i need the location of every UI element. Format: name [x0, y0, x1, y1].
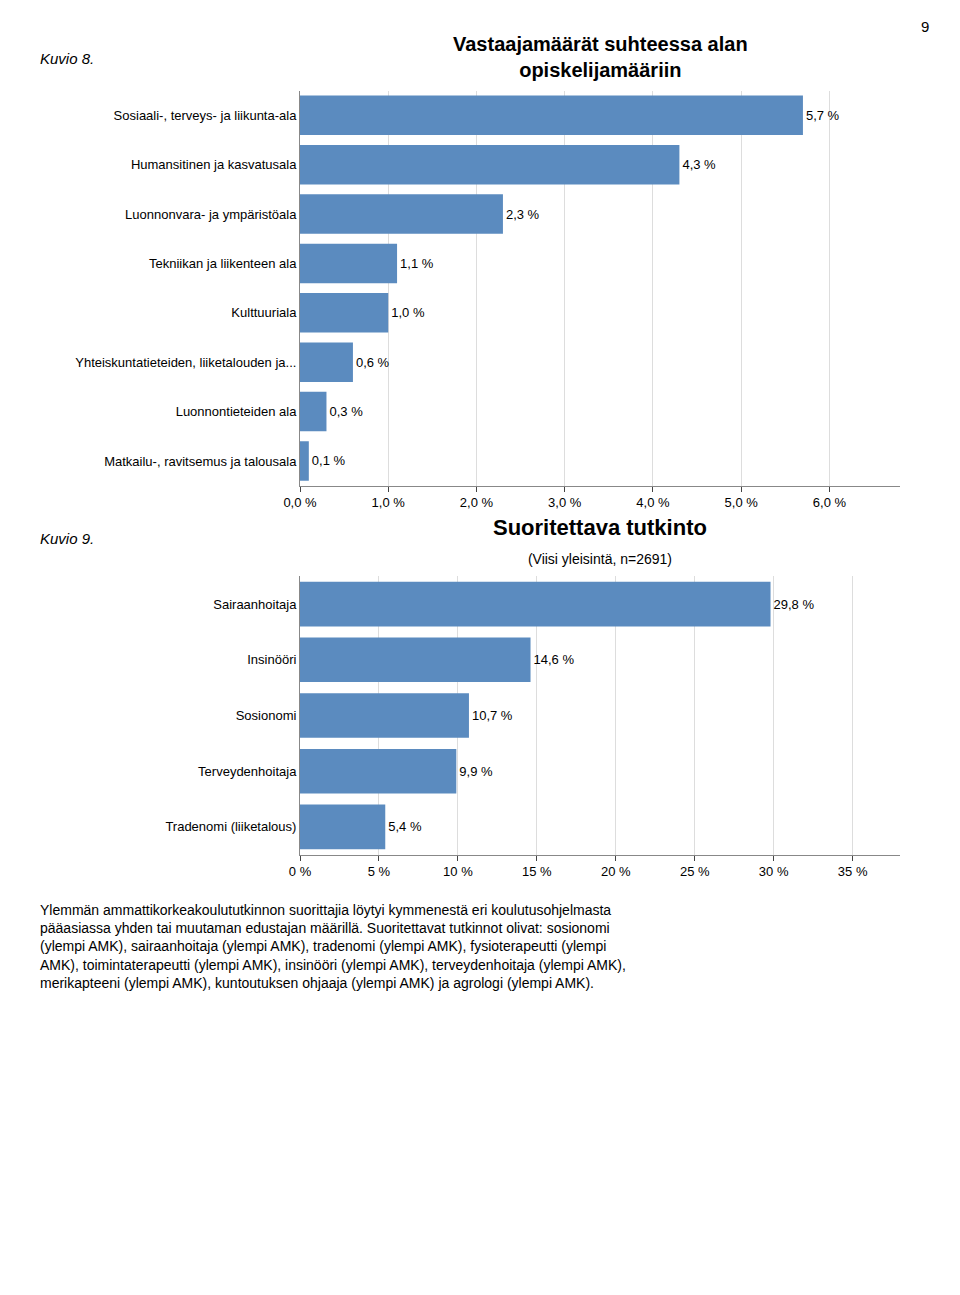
svg-text:30 %: 30 % — [759, 864, 789, 879]
svg-text:10 %: 10 % — [443, 864, 473, 879]
svg-text:1,0 %: 1,0 % — [372, 495, 406, 510]
svg-text:Matkailu-, ravitsemus ja talou: Matkailu-, ravitsemus ja talousala — [104, 453, 297, 468]
svg-text:Sosionomi: Sosionomi — [236, 708, 297, 723]
svg-text:5,7 %: 5,7 % — [806, 108, 840, 123]
svg-text:Luonnontieteiden ala: Luonnontieteiden ala — [176, 404, 297, 419]
svg-text:0,1 %: 0,1 % — [312, 453, 346, 468]
svg-text:6,0 %: 6,0 % — [813, 495, 847, 510]
svg-text:0,0 %: 0,0 % — [283, 495, 317, 510]
svg-text:Tekniikan ja liikenteen ala: Tekniikan ja liikenteen ala — [149, 256, 297, 271]
svg-text:1,1 %: 1,1 % — [400, 256, 434, 271]
svg-text:Sosiaali-, terveys- ja liikunt: Sosiaali-, terveys- ja liikunta-ala — [114, 108, 298, 123]
svg-text:14,6 %: 14,6 % — [534, 652, 575, 667]
svg-text:Luonnonvara- ja ympäristöala: Luonnonvara- ja ympäristöala — [125, 207, 297, 222]
svg-text:Insinööri: Insinööri — [247, 652, 296, 667]
svg-text:25 %: 25 % — [680, 864, 710, 879]
svg-text:Suoritettava tutkinto(Viisi yl: Suoritettava tutkinto(Viisi yleisintä, n… — [493, 515, 707, 567]
svg-text:4,3 %: 4,3 % — [682, 157, 716, 172]
svg-text:Kulttuuriala: Kulttuuriala — [231, 305, 297, 320]
svg-text:5,4 %: 5,4 % — [388, 819, 422, 834]
svg-text:35 %: 35 % — [838, 864, 868, 879]
svg-text:Yhteiskuntatieteiden, liiketal: Yhteiskuntatieteiden, liiketalouden ja..… — [75, 355, 296, 370]
svg-text:5,0 %: 5,0 % — [725, 495, 759, 510]
svg-text:Vastaajamäärät suhteessa alano: Vastaajamäärät suhteessa alanopiskelijam… — [453, 33, 748, 81]
svg-text:0 %: 0 % — [289, 864, 312, 879]
svg-text:0,6 %: 0,6 % — [356, 355, 390, 370]
svg-text:9: 9 — [921, 18, 929, 35]
svg-text:5 %: 5 % — [368, 864, 391, 879]
svg-text:4,0 %: 4,0 % — [636, 495, 670, 510]
svg-text:3,0 %: 3,0 % — [548, 495, 582, 510]
svg-text:20 %: 20 % — [601, 864, 631, 879]
svg-text:Tradenomi (liiketalous): Tradenomi (liiketalous) — [165, 819, 296, 834]
svg-text:15 %: 15 % — [522, 864, 552, 879]
svg-text:2,3 %: 2,3 % — [506, 207, 540, 222]
svg-text:Kuvio 8.: Kuvio 8. — [40, 50, 94, 67]
svg-text:Terveydenhoitaja: Terveydenhoitaja — [198, 764, 297, 779]
svg-text:Kuvio 9.: Kuvio 9. — [40, 530, 94, 547]
svg-text:10,7 %: 10,7 % — [472, 708, 513, 723]
svg-text:2,0 %: 2,0 % — [460, 495, 494, 510]
svg-text:1,0 %: 1,0 % — [391, 305, 425, 320]
svg-text:0,3 %: 0,3 % — [329, 404, 363, 419]
svg-text:29,8 %: 29,8 % — [774, 597, 815, 612]
svg-text:Ylemmän ammattikorkeakoulututk: Ylemmän ammattikorkeakoulututkinnon suor… — [40, 902, 626, 991]
svg-text:Humansitinen ja kasvatusala: Humansitinen ja kasvatusala — [131, 157, 297, 172]
svg-text:Sairaanhoitaja: Sairaanhoitaja — [213, 597, 297, 612]
svg-text:9,9 %: 9,9 % — [459, 764, 493, 779]
